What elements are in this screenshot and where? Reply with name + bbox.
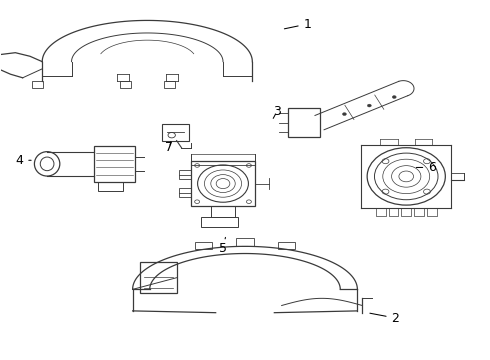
Bar <box>191 161 255 206</box>
Bar <box>179 170 191 179</box>
Bar <box>162 125 189 140</box>
Bar <box>195 242 212 249</box>
Bar <box>164 81 174 88</box>
Text: 4: 4 <box>15 154 31 167</box>
Text: 7: 7 <box>165 141 173 154</box>
Ellipse shape <box>368 104 371 107</box>
Bar <box>278 242 295 249</box>
Bar <box>120 81 131 88</box>
Bar <box>201 217 238 227</box>
Text: 6: 6 <box>416 161 436 174</box>
Bar <box>288 108 319 137</box>
Ellipse shape <box>392 96 396 99</box>
Ellipse shape <box>343 113 346 116</box>
Bar <box>32 81 43 88</box>
Bar <box>98 182 123 191</box>
Text: 1: 1 <box>284 18 312 31</box>
Text: 5: 5 <box>219 237 227 255</box>
Bar <box>236 238 254 246</box>
Text: 3: 3 <box>273 105 281 118</box>
Bar <box>140 262 176 293</box>
Text: 2: 2 <box>370 311 399 325</box>
Bar <box>179 188 191 197</box>
Bar <box>94 146 135 182</box>
